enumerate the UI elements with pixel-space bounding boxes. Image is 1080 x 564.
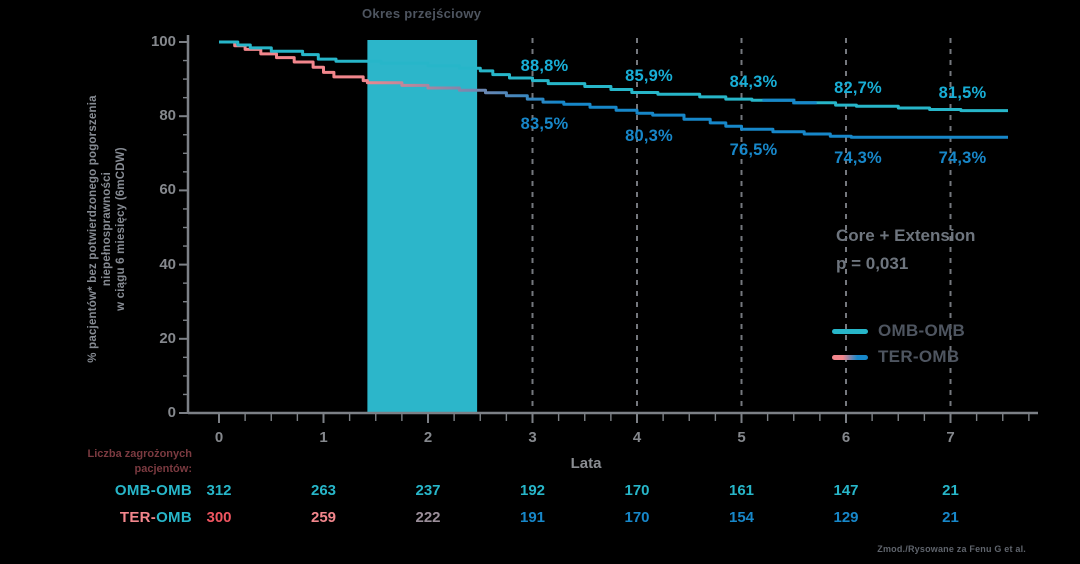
legend: OMB-OMB TER-OMB <box>832 318 965 370</box>
omb-omb-pct-label-year-4: 85,9% <box>625 67 673 86</box>
risk-row-label-part: TER- <box>119 509 157 526</box>
ter-omb-line-swatch <box>832 354 868 360</box>
risk-table-header-line1: Liczba zagrożonych <box>87 448 192 460</box>
y-axis-title-line1: % pacjentów* bez potwierdzonego pogorsze… <box>87 95 99 363</box>
ter-omb-pct-label-year-6-3: 74,3% <box>834 149 882 168</box>
risk-value-omb-omb-year-4: 170 <box>624 482 650 499</box>
omb-omb-line-swatch <box>832 328 868 334</box>
risk-value-ter-omb-year-0: 300 <box>206 509 232 526</box>
ter-omb-pct-label-year-3-0: 83,5% <box>520 115 569 134</box>
risk-row-label-omb-omb: OMB-OMB <box>0 482 192 499</box>
omb-omb-pct-label-year-7: 81,5% <box>938 83 987 102</box>
y-tick-label-100: 100 <box>150 33 176 50</box>
omb-omb-pct-label-year-6: 82,7% <box>834 79 882 98</box>
risk-row-label-part: OMB-OMB <box>114 482 192 499</box>
x-tick-label-6: 6 <box>841 429 851 446</box>
omb-omb-pct-label-year-3: 88,8% <box>520 56 569 75</box>
legend-label-omb-omb: OMB-OMB <box>878 321 966 340</box>
risk-table-header-line2: pacjentów: <box>134 463 192 475</box>
risk-value-omb-omb-year-0: 312 <box>206 482 232 499</box>
risk-value-ter-omb-year-1: 259 <box>310 509 337 526</box>
transition-period-title: Okres przejściowy <box>362 6 482 21</box>
ter-omb-curve <box>219 40 1008 139</box>
source-credit: Zmod./Rysowane za Fenu G et al. <box>877 544 1026 554</box>
annotation-p-value: p = 0,031 <box>836 254 909 273</box>
risk-value-ter-omb-year-6: 129 <box>833 509 859 526</box>
risk-value-ter-omb-year-3: 191 <box>519 509 546 526</box>
x-tick-label-7: 7 <box>946 429 955 446</box>
risk-value-omb-omb-year-6: 147 <box>833 482 859 499</box>
risk-value-ter-omb-year-2: 222 <box>415 509 441 526</box>
x-tick-label-5: 5 <box>737 429 746 446</box>
transition-period-band <box>367 40 478 413</box>
y-axis-title-line3: w ciągu 6 miesięcy (6mCDW) <box>115 147 127 311</box>
y-tick-label-20: 20 <box>159 329 176 347</box>
ter-omb-pct-label-year-4-1: 80,3% <box>625 127 673 146</box>
risk-value-ter-omb-year-4: 170 <box>624 509 650 526</box>
risk-value-omb-omb-year-7: 21 <box>942 482 959 499</box>
x-tick-label-2: 2 <box>423 429 433 446</box>
risk-row-label-ter-omb: TER-OMB <box>0 509 192 526</box>
x-tick-label-4: 4 <box>632 429 642 446</box>
x-tick-label-1: 1 <box>319 429 328 446</box>
omb-omb-curve <box>219 40 1008 113</box>
legend-item-omb-omb: OMB-OMB <box>832 318 965 344</box>
risk-value-omb-omb-year-5: 161 <box>728 482 755 499</box>
y-axis-title: % pacjentów* bez potwierdzonego pogorsze… <box>84 29 130 429</box>
x-tick-label-3: 3 <box>528 429 537 446</box>
risk-row-label-part: OMB <box>156 509 192 526</box>
stats-annotation: Core + Extension p = 0,031 <box>836 222 975 278</box>
annotation-study-phase: Core + Extension <box>836 226 976 245</box>
x-axis-title: Lata <box>570 455 602 472</box>
legend-label-ter-omb: TER-OMB <box>878 347 960 366</box>
risk-table-header: Liczba zagrożonych pacjentów: <box>0 447 192 477</box>
ter-omb-pct-label-year-5-2: 76,5% <box>729 141 778 160</box>
risk-value-omb-omb-year-3: 192 <box>519 482 546 499</box>
y-tick-label-0: 0 <box>167 404 176 421</box>
risk-value-ter-omb-year-7: 21 <box>942 509 959 526</box>
y-axis-title-line2: niepełnosprawności <box>101 171 113 287</box>
omb-omb-curve-blue-segment <box>762 98 817 105</box>
x-tick-label-0: 0 <box>214 429 224 446</box>
y-tick-label-80: 80 <box>159 107 176 125</box>
y-tick-label-40: 40 <box>159 255 176 273</box>
y-tick-label-60: 60 <box>159 181 176 199</box>
risk-value-omb-omb-year-2: 237 <box>415 482 441 499</box>
legend-item-ter-omb: TER-OMB <box>832 344 965 370</box>
omb-omb-pct-label-year-5: 84,3% <box>729 73 778 92</box>
risk-value-ter-omb-year-5: 154 <box>728 509 755 526</box>
ter-omb-pct-label-year-7-4: 74,3% <box>938 149 987 168</box>
risk-value-omb-omb-year-1: 263 <box>310 482 337 499</box>
